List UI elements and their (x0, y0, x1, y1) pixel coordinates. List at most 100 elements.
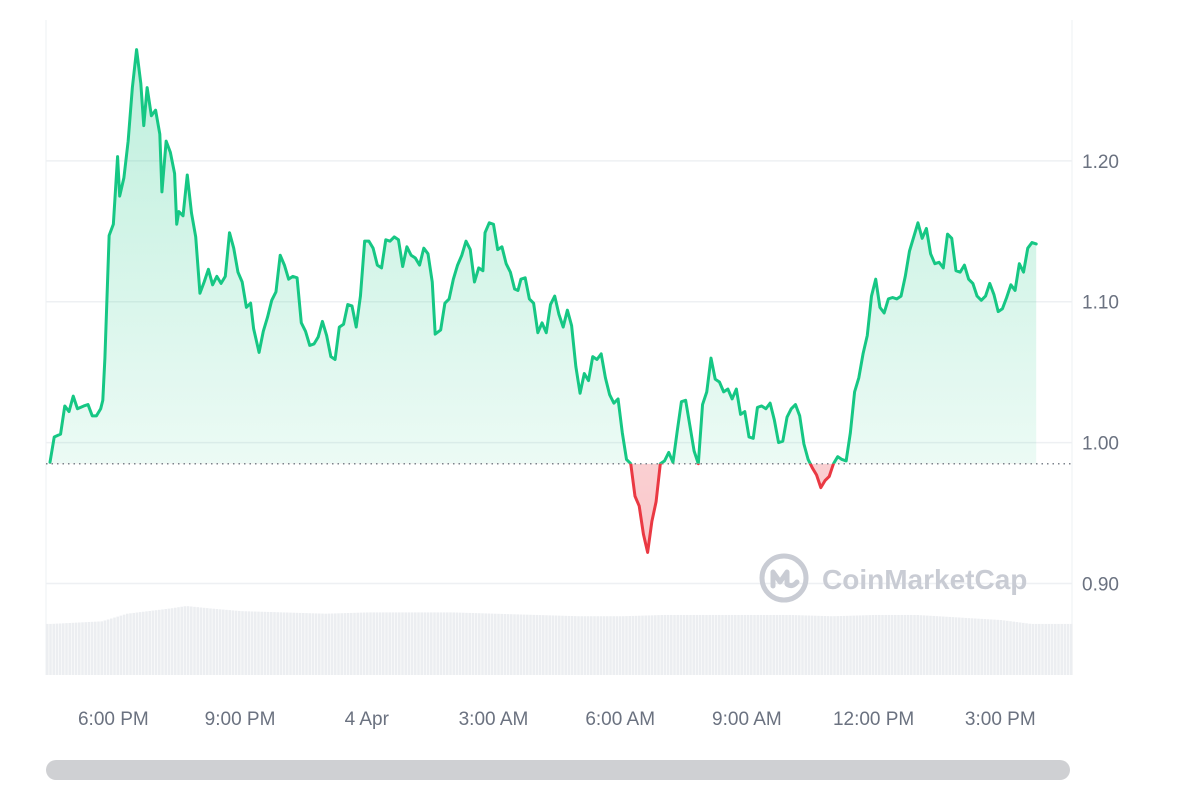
volume-bar (369, 612, 372, 675)
horizontal-scrollbar[interactable] (46, 760, 1070, 780)
volume-bar (410, 612, 414, 675)
volume-bar (129, 613, 132, 675)
volume-bar (196, 607, 199, 675)
volume-bar (785, 614, 788, 675)
volume-bar (452, 612, 455, 675)
volume-bar (430, 612, 433, 675)
volume-bar (234, 610, 238, 675)
volume-bar (225, 609, 228, 675)
volume-bar (599, 616, 603, 675)
volume-bar (852, 615, 855, 675)
volume-bar (606, 616, 609, 675)
volume-bar (705, 614, 708, 675)
volume-bar (1028, 623, 1031, 675)
volume-bar (958, 617, 961, 675)
volume-bar (590, 616, 593, 675)
volume-bar (695, 614, 699, 675)
volume-bar (257, 611, 260, 675)
volume-bar (436, 612, 439, 675)
volume-bar (94, 621, 97, 675)
x-tick-label: 9:00 AM (712, 709, 782, 730)
volume-bar (903, 614, 907, 675)
volume-bar (535, 614, 539, 675)
volume-bar (887, 614, 891, 675)
price-line (48, 48, 1038, 554)
volume-bar (1063, 623, 1067, 675)
volume-bar (644, 615, 647, 675)
volume-bar (1009, 621, 1012, 675)
volume-bar (657, 615, 660, 675)
volume-bar (586, 616, 590, 675)
volume-bar (407, 612, 411, 675)
volume-bar (622, 616, 625, 675)
volume-bar (750, 614, 753, 675)
volume-bar (532, 614, 535, 675)
volume-bar (666, 614, 670, 675)
volume-bar (1025, 623, 1028, 675)
volume-bar (634, 615, 638, 675)
volume-bar (202, 607, 206, 675)
volume-bar (641, 615, 644, 675)
volume-bar (801, 615, 804, 675)
volume-bar (545, 615, 548, 675)
volume-bar (311, 613, 315, 675)
volume-bar (913, 614, 916, 675)
volume-bar (71, 622, 75, 675)
volume-bar (999, 620, 1003, 675)
volume-bar (308, 613, 311, 675)
volume-bar (826, 616, 830, 675)
volume-bar (87, 622, 91, 675)
volume-bar (286, 612, 289, 675)
volume-bar (663, 614, 667, 675)
volume-bar (961, 617, 964, 675)
volume-bar (746, 614, 750, 675)
volume-bar (276, 612, 279, 675)
volume-bar (513, 614, 516, 675)
volume-bar (439, 612, 443, 675)
price-chart[interactable]: CoinMarketCap 1.20 1.10 1.00 0.90 6:00 PM 9:… (0, 0, 1200, 760)
price-line-up (48, 48, 1038, 464)
volume-bar (865, 615, 868, 675)
volume-bar (602, 616, 606, 675)
volume-bar (522, 614, 526, 675)
volume-bar (954, 617, 958, 675)
volume-bar (788, 614, 791, 675)
volume-bar (46, 623, 49, 675)
x-tick-label: 3:00 AM (459, 709, 529, 730)
volume-bar (292, 612, 295, 675)
volume-bar (295, 612, 299, 675)
volume-bar (798, 615, 801, 675)
volume-bar (702, 614, 705, 675)
volume-bar (49, 623, 52, 675)
volume-bar (106, 619, 110, 675)
volume-bar (138, 612, 142, 675)
volume-bar (996, 619, 999, 675)
price-area (50, 49, 1037, 553)
x-axis-ticks: 6:00 PM 9:00 PM 4 Apr 3:00 AM 6:00 AM 9:00 AM… (78, 709, 1036, 730)
volume-bar (890, 614, 894, 675)
volume-bar (455, 612, 459, 675)
volume-bar (62, 623, 65, 675)
volume-bar (964, 617, 967, 675)
volume-bar (948, 616, 951, 675)
volume-bar (868, 615, 871, 675)
volume-bar (906, 614, 910, 675)
volume-bar (404, 612, 407, 675)
volume-bar (1002, 620, 1006, 675)
volume-bar (897, 614, 900, 675)
volume-bar (593, 616, 596, 675)
volume-bar (321, 613, 324, 675)
watermark-text: CoinMarketCap (822, 564, 1027, 595)
volume-bar (766, 614, 769, 675)
volume-bar (215, 609, 219, 675)
volume-bar (170, 608, 174, 675)
volume-bar (577, 616, 580, 675)
y-tick-label: 1.20 (1082, 152, 1119, 173)
volume-bar (689, 614, 692, 675)
x-tick-label: 6:00 PM (78, 709, 149, 730)
volume-bar (753, 614, 756, 675)
volume-bar (305, 613, 308, 675)
volume-bar (417, 612, 420, 675)
volume-bar (398, 612, 401, 675)
volume-bar (346, 613, 350, 675)
